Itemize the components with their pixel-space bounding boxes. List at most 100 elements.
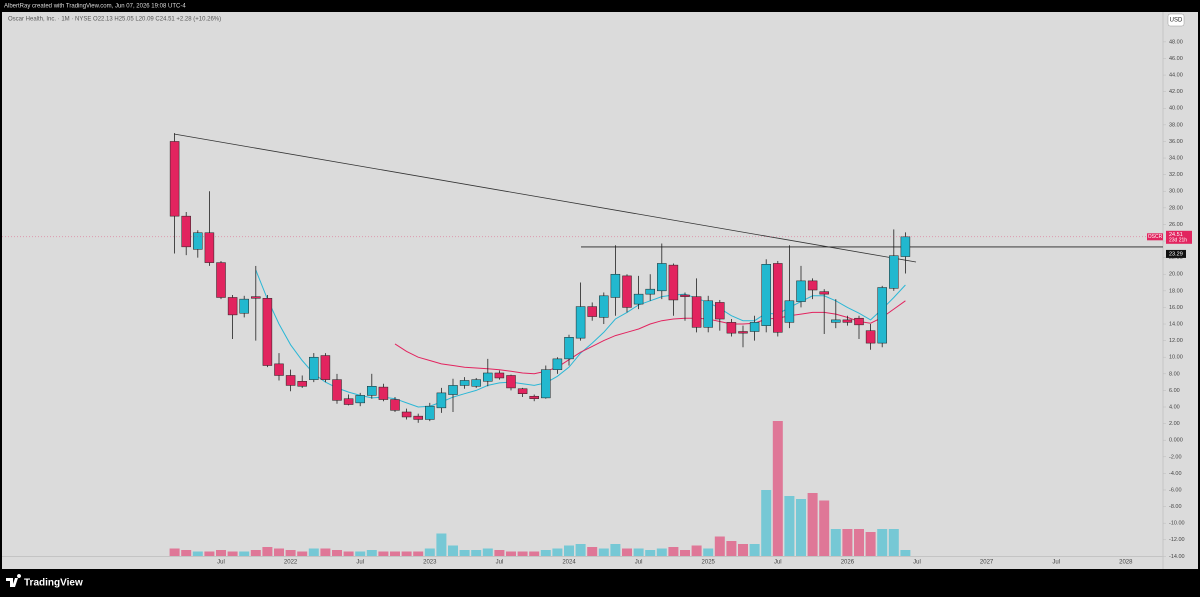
volume-bar: [308, 548, 319, 556]
volume-bar: [749, 544, 760, 556]
volume-bar: [877, 529, 888, 556]
candle-body: [251, 296, 261, 299]
y-tick-label: 36.00: [1169, 139, 1183, 145]
candle-body: [483, 372, 493, 382]
y-tick-label: 6.00: [1169, 388, 1180, 394]
price-tag: [1166, 230, 1192, 244]
y-tick-label: 48.00: [1169, 39, 1183, 45]
candle-body: [204, 232, 215, 263]
y-tick-label: 46.00: [1169, 56, 1183, 62]
candle-body: [541, 369, 551, 399]
candle-body: [309, 356, 319, 380]
y-tick-label: -10.00: [1169, 521, 1185, 527]
candle-body: [622, 275, 632, 308]
x-tick-label: 2028: [1119, 560, 1133, 566]
volume-bar: [262, 547, 273, 556]
volume-bar: [320, 548, 331, 556]
candle-body: [749, 322, 760, 332]
volume-bar: [888, 529, 899, 556]
volume-bar: [274, 548, 284, 556]
y-tick-label: 28.00: [1169, 205, 1183, 211]
x-tick-label: 2022: [284, 560, 298, 566]
volume-bar: [494, 550, 505, 556]
candle-body: [262, 298, 273, 366]
y-tick-label: -4.00: [1169, 471, 1182, 477]
x-tick-label: Jul: [635, 560, 643, 566]
volume-bar: [529, 551, 540, 556]
candle-body: [332, 379, 342, 401]
candle-body: [610, 273, 621, 298]
price-tag-label: 24.51: [1169, 232, 1183, 238]
candle-body: [773, 263, 783, 333]
candle-body: [239, 298, 249, 314]
candle-body: [587, 306, 597, 317]
volume-bar: [564, 545, 574, 556]
volume-bar: [204, 551, 215, 556]
volume-bar: [552, 548, 563, 556]
candle-body: [819, 291, 829, 295]
volume-bar: [332, 550, 342, 556]
x-tick-label: 2024: [562, 560, 576, 566]
volume-bar: [459, 550, 470, 556]
header-text: AlbertRay created with TradingView.com, …: [4, 4, 186, 10]
candle-body: [367, 386, 377, 396]
candle-body: [854, 317, 864, 326]
volume-bar: [714, 536, 725, 556]
candle-body: [599, 295, 609, 318]
y-tick-label: 44.00: [1169, 73, 1183, 79]
candle-body: [297, 381, 307, 387]
volume-bar: [726, 541, 737, 556]
x-tick-label: Jul: [496, 560, 504, 566]
trendline: [173, 133, 917, 263]
y-tick-label: 10.00: [1169, 355, 1183, 361]
volume-bar: [227, 551, 238, 556]
candle-body: [703, 300, 713, 328]
y-tick-label: 42.00: [1169, 89, 1183, 95]
volume-bar: [506, 551, 516, 556]
y-tick-label: 14.00: [1169, 321, 1183, 327]
y-tick-label: 38.00: [1169, 122, 1183, 128]
volume-bar: [703, 548, 714, 556]
volume-bar: [378, 551, 389, 556]
candle-body: [726, 322, 737, 334]
volume-bar: [540, 550, 551, 556]
countdown-label: 23d 21h: [1169, 237, 1187, 243]
candle-body: [761, 264, 771, 326]
x-tick-label: 2025: [702, 560, 716, 566]
y-tick-label: 8.00: [1169, 371, 1180, 377]
volume-bar: [285, 550, 296, 556]
volume-bar: [854, 529, 864, 556]
currency-box: [1167, 13, 1185, 27]
candle-body: [552, 358, 563, 370]
volume-bar: [216, 550, 226, 556]
candle-body: [657, 263, 667, 292]
volume-bar: [656, 548, 667, 556]
y-tick-label: 22.00: [1169, 255, 1183, 261]
candle-body: [193, 232, 203, 250]
x-tick-label: Jul: [356, 560, 364, 566]
y-tick-label: -2.00: [1169, 454, 1182, 460]
candle-body: [390, 399, 400, 411]
volume-bar: [691, 545, 702, 556]
volume-bar: [355, 551, 366, 556]
candle-body: [633, 293, 644, 305]
moving-average: [394, 300, 906, 375]
candle-body: [865, 330, 876, 344]
candle-body: [285, 375, 296, 386]
volume-bar: [436, 533, 447, 556]
x-tick-label: 2027: [980, 560, 994, 566]
volume-bar: [610, 544, 621, 556]
x-tick-label: Jul: [774, 560, 782, 566]
y-tick-label: 32.00: [1169, 172, 1183, 178]
footer-logo: TradingView: [6, 574, 83, 589]
candle-body: [181, 215, 191, 248]
candle-body: [738, 331, 748, 334]
volume-bar: [738, 544, 748, 556]
volume-bar: [181, 550, 192, 556]
y-tick-label: 2.00: [1169, 421, 1180, 427]
volume-bar: [575, 544, 586, 556]
volume-bar: [784, 496, 795, 556]
volume-bar: [297, 551, 308, 556]
